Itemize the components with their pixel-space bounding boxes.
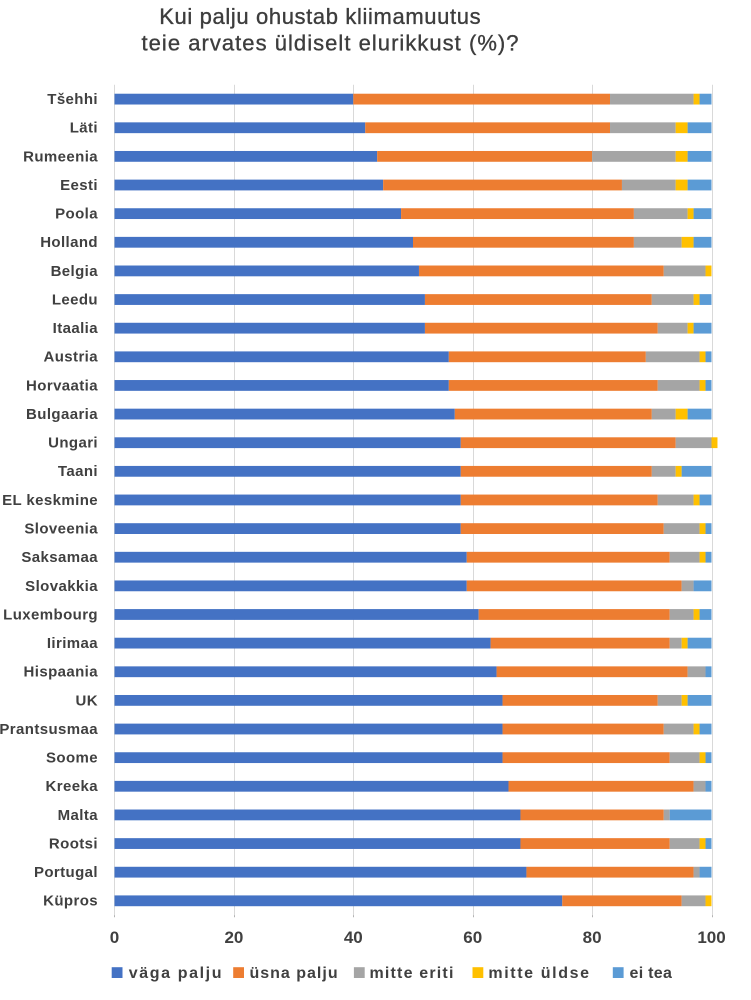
svg-text:EL keskmine: EL keskmine (2, 492, 98, 509)
svg-text:Saksamaa: Saksamaa (21, 549, 98, 566)
svg-text:Läti: Läti (70, 120, 98, 137)
svg-text:Eesti: Eesti (60, 177, 98, 194)
svg-text:Leedu: Leedu (52, 291, 98, 308)
svg-text:Küpros: Küpros (43, 893, 98, 910)
svg-text:ei tea: ei tea (630, 965, 672, 982)
svg-text:Rumeenia: Rumeenia (23, 148, 98, 165)
svg-text:20: 20 (224, 928, 243, 947)
svg-text:Holland: Holland (40, 234, 98, 251)
svg-text:Belgia: Belgia (51, 263, 99, 280)
svg-text:Rootsi: Rootsi (49, 835, 98, 852)
svg-text:40: 40 (344, 928, 363, 947)
svg-text:üsna palju: üsna palju (250, 965, 338, 982)
svg-text:80: 80 (583, 928, 602, 947)
svg-text:Taani: Taani (58, 463, 98, 480)
svg-text:60: 60 (463, 928, 482, 947)
svg-text:Soome: Soome (46, 750, 98, 767)
svg-text:Kreeka: Kreeka (46, 778, 99, 795)
svg-text:Prantsusmaa: Prantsusmaa (0, 721, 98, 738)
svg-text:mitte eriti: mitte eriti (370, 965, 454, 982)
svg-text:teie arvates üldiselt elurikku: teie arvates üldiselt elurikkust (%)? (142, 31, 519, 56)
svg-text:Horvaatia: Horvaatia (26, 377, 98, 394)
svg-text:Tšehhi: Tšehhi (47, 91, 98, 108)
svg-text:Portugal: Portugal (34, 864, 98, 881)
svg-text:väga palju: väga palju (129, 965, 222, 982)
svg-text:Iirimaa: Iirimaa (47, 635, 98, 652)
svg-text:Slovakkia: Slovakkia (25, 578, 98, 595)
svg-text:100: 100 (697, 928, 725, 947)
svg-text:Luxembourg: Luxembourg (3, 606, 98, 623)
svg-text:Kui palju ohustab kliimamuutus: Kui palju ohustab kliimamuutus (159, 4, 480, 29)
svg-text:0: 0 (110, 928, 119, 947)
svg-text:Itaalia: Itaalia (53, 320, 99, 337)
svg-text:Sloveenia: Sloveenia (24, 521, 98, 538)
svg-text:Ungari: Ungari (48, 435, 98, 452)
svg-text:Malta: Malta (58, 807, 99, 824)
svg-text:Hispaania: Hispaania (24, 664, 99, 681)
svg-text:Poola: Poola (55, 206, 98, 223)
svg-text:Bulgaaria: Bulgaaria (26, 406, 98, 423)
svg-text:Austria: Austria (44, 349, 99, 366)
svg-text:UK: UK (76, 692, 98, 709)
svg-text:mitte üldse: mitte üldse (488, 965, 589, 982)
